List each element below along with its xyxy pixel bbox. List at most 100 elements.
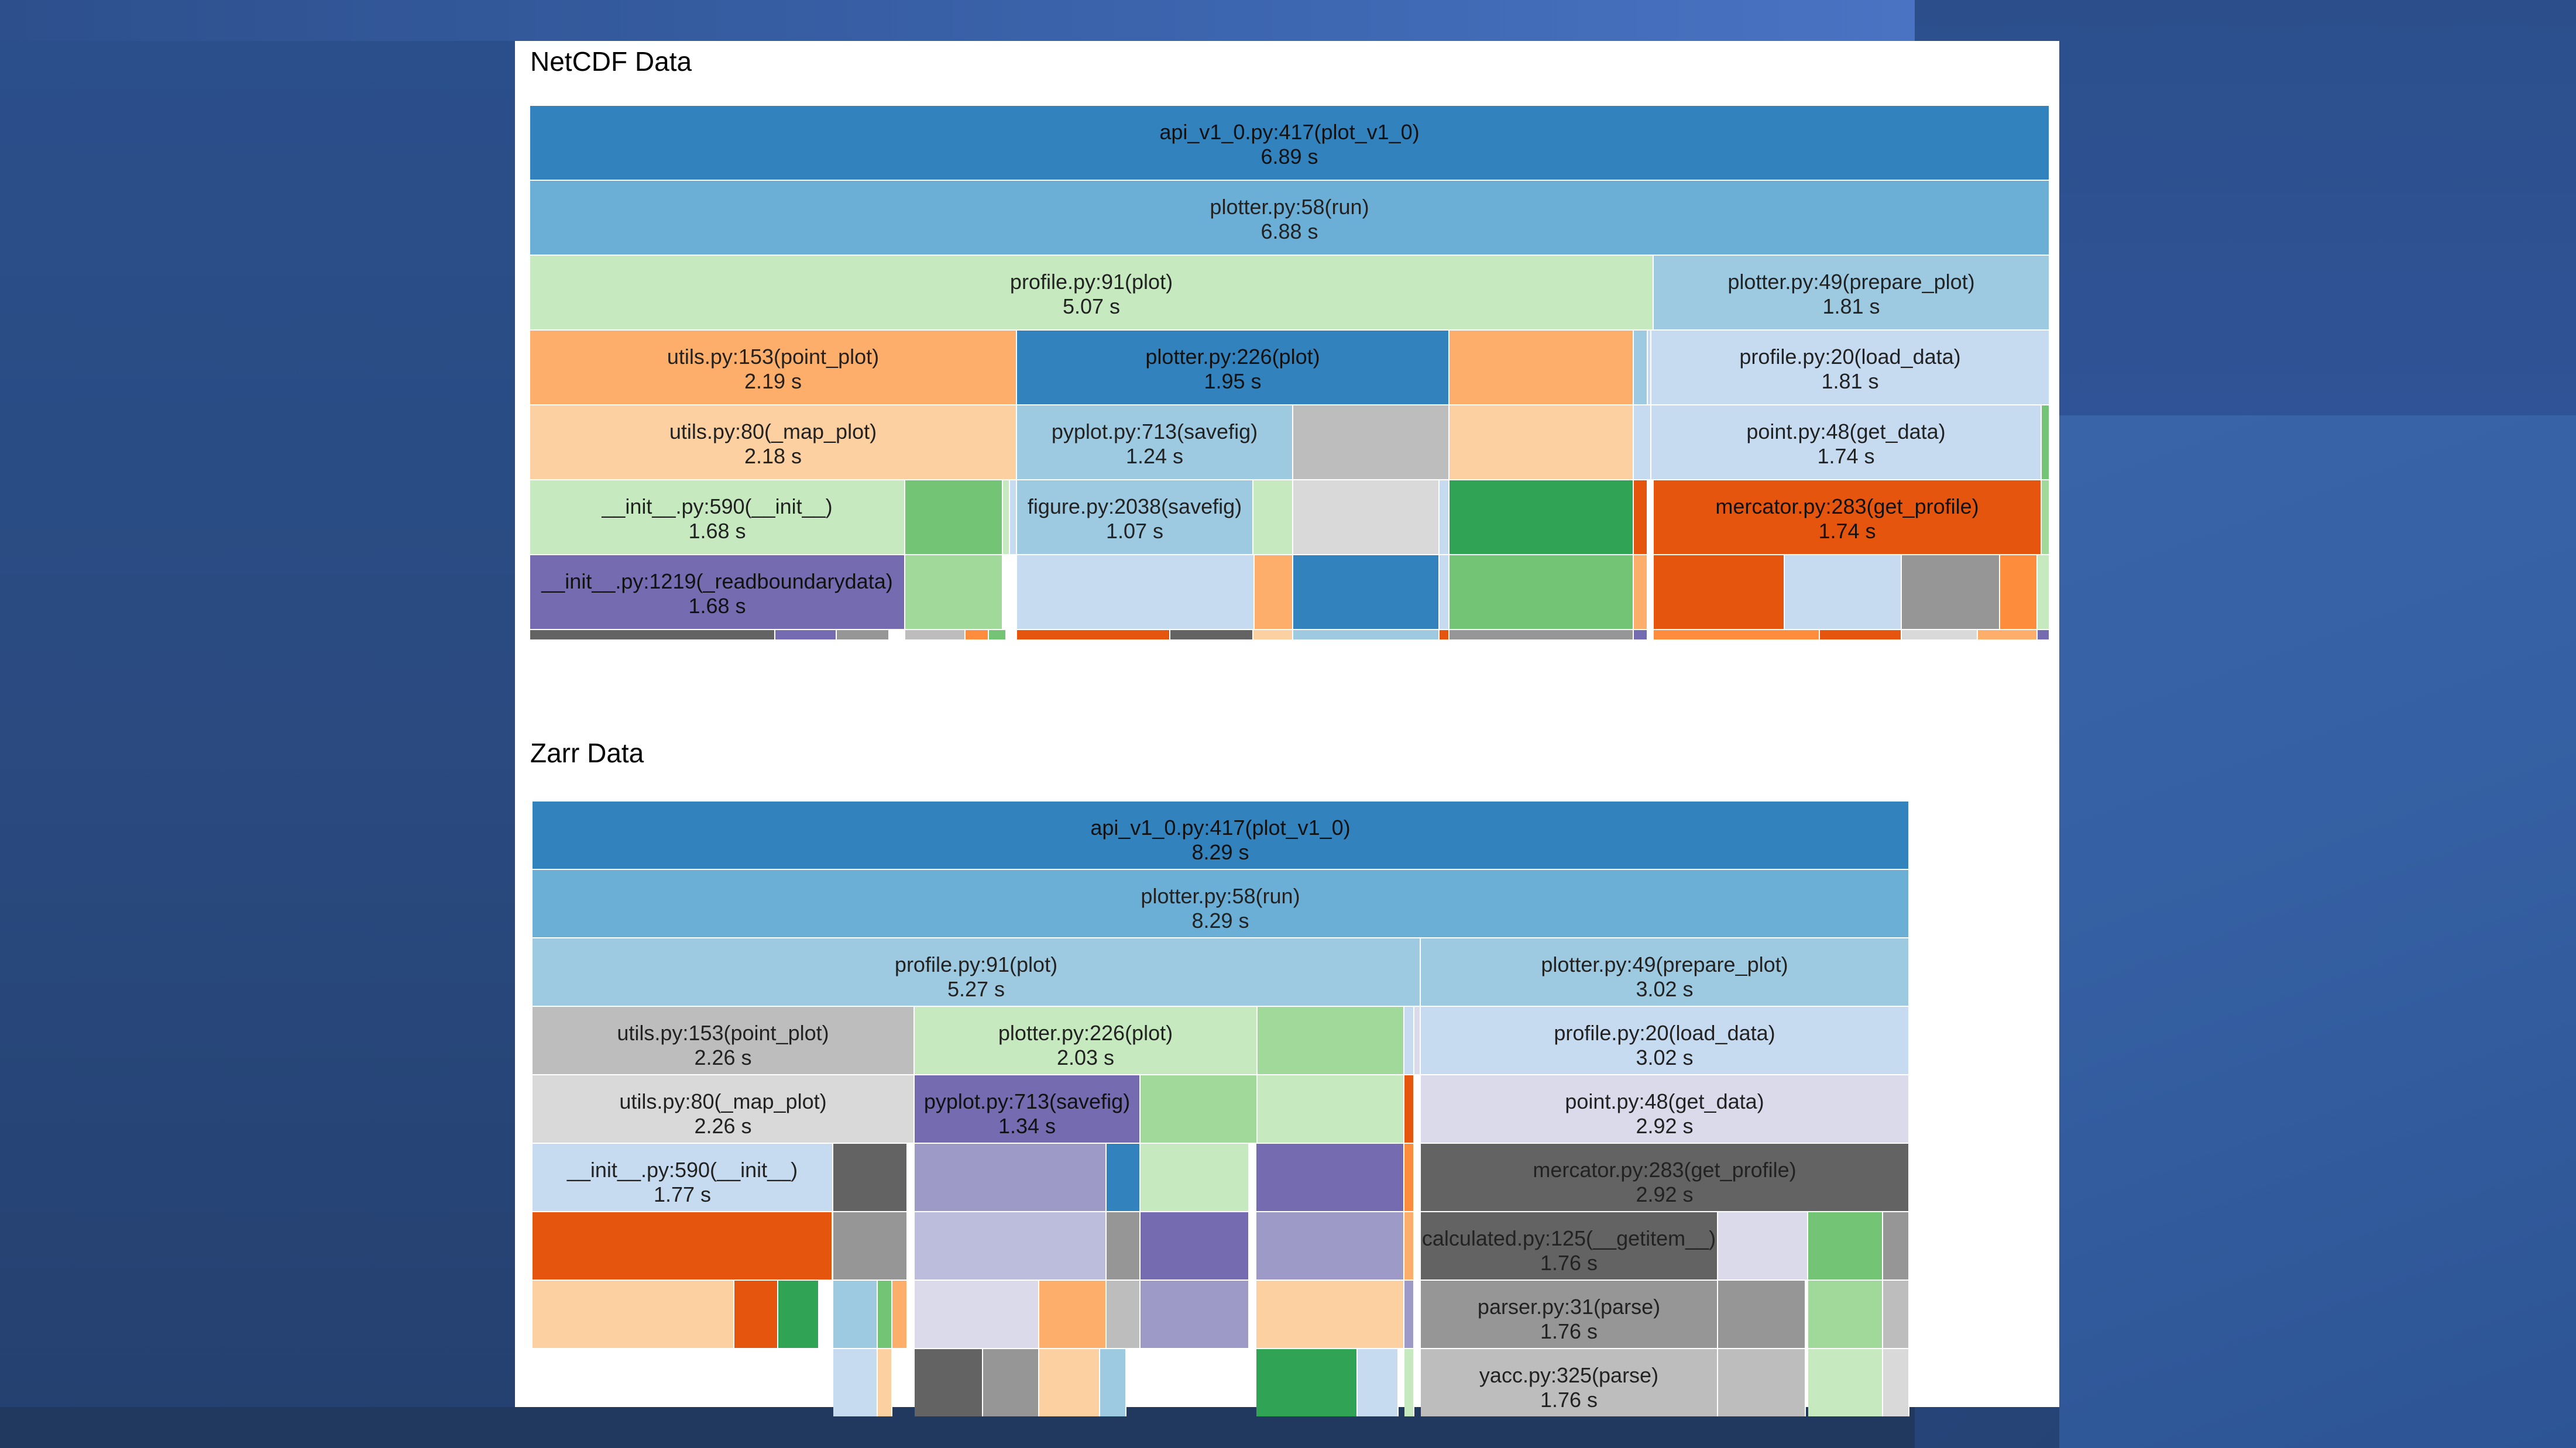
flame-frame[interactable]: calculated.py:125(__getitem__) 1.76 s (1421, 1212, 1718, 1280)
flame-frame-unlabeled[interactable] (878, 1281, 892, 1348)
flame-frame-deep-strip[interactable] (905, 630, 966, 639)
flame-frame-unlabeled[interactable] (1293, 480, 1440, 554)
flame-frame-unlabeled[interactable] (1634, 331, 1648, 404)
flame-frame-deep-strip[interactable] (1450, 630, 1634, 639)
flame-frame-unlabeled[interactable] (1404, 1212, 1414, 1280)
flame-frame-deep-strip[interactable] (775, 630, 837, 639)
flame-frame[interactable]: profile.py:91(plot) 5.07 s (530, 256, 1654, 329)
flame-frame-unlabeled[interactable] (1256, 1144, 1404, 1211)
flame-frame-unlabeled[interactable] (1634, 555, 1648, 629)
flame-frame-unlabeled[interactable] (1141, 1144, 1249, 1211)
flame-frame-unlabeled[interactable] (734, 1281, 778, 1348)
flame-frame-unlabeled[interactable] (892, 1281, 908, 1348)
flame-frame-unlabeled[interactable] (1404, 1007, 1414, 1074)
flame-frame[interactable]: figure.py:2038(savefig) 1.07 s (1017, 480, 1253, 554)
flame-frame-deep-strip[interactable] (1170, 630, 1253, 639)
flame-frame-unlabeled[interactable] (1718, 1212, 1808, 1280)
flame-frame[interactable]: profile.py:20(load_data) 1.81 s (1651, 331, 2050, 404)
flame-frame-unlabeled[interactable] (1255, 555, 1293, 629)
flame-frame[interactable]: profile.py:20(load_data) 3.02 s (1421, 1007, 1909, 1074)
flame-frame-unlabeled[interactable] (1404, 1281, 1414, 1348)
flame-frame-unlabeled[interactable] (1718, 1349, 1806, 1416)
flame-frame-unlabeled[interactable] (1010, 480, 1017, 554)
flame-frame-unlabeled[interactable] (1107, 1281, 1141, 1348)
flame-frame[interactable]: plotter.py:58(run) 6.88 s (530, 181, 2050, 254)
flame-frame-unlabeled[interactable] (1440, 555, 1450, 629)
flame-frame-unlabeled[interactable] (1253, 480, 1293, 554)
flame-frame-deep-strip[interactable] (989, 630, 1007, 639)
flame-frame-deep-strip[interactable] (1978, 630, 2038, 639)
flame-frame[interactable]: plotter.py:49(prepare_plot) 3.02 s (1421, 938, 1909, 1006)
flame-frame-unlabeled[interactable] (833, 1212, 908, 1280)
flame-frame-deep-strip[interactable] (1293, 630, 1440, 639)
flame-frame-deep-strip[interactable] (837, 630, 889, 639)
flame-frame-unlabeled[interactable] (1450, 555, 1634, 629)
flame-frame-unlabeled[interactable] (833, 1281, 878, 1348)
flame-frame-unlabeled[interactable] (1003, 480, 1010, 554)
flame-frame-deep-strip[interactable] (2038, 630, 2050, 639)
flame-frame-unlabeled[interactable] (778, 1281, 819, 1348)
flame-frame[interactable]: plotter.py:49(prepare_plot) 1.81 s (1654, 256, 2050, 329)
flame-frame-unlabeled[interactable] (1039, 1349, 1100, 1416)
flame-frame-deep-strip[interactable] (1634, 630, 1648, 639)
flame-frame[interactable]: pyplot.py:713(savefig) 1.24 s (1017, 405, 1293, 479)
flame-frame-unlabeled[interactable] (1107, 1144, 1141, 1211)
flame-frame-unlabeled[interactable] (533, 1212, 833, 1280)
flame-frame-deep-strip[interactable] (1017, 630, 1170, 639)
flame-frame-unlabeled[interactable] (1450, 405, 1634, 479)
flame-frame[interactable]: utils.py:153(point_plot) 2.26 s (533, 1007, 915, 1074)
flame-frame-unlabeled[interactable] (1039, 1281, 1107, 1348)
flame-frame[interactable]: utils.py:153(point_plot) 2.19 s (530, 331, 1017, 404)
flame-frame[interactable]: point.py:48(get_data) 1.74 s (1651, 405, 2042, 479)
flame-frame-unlabeled[interactable] (1141, 1281, 1249, 1348)
flame-frame-unlabeled[interactable] (1256, 1212, 1404, 1280)
flame-frame-deep-strip[interactable] (1820, 630, 1902, 639)
flame-frame-unlabeled[interactable] (983, 1349, 1039, 1416)
flame-frame-unlabeled[interactable] (1256, 1349, 1358, 1416)
flame-frame-unlabeled[interactable] (1256, 1281, 1404, 1348)
flame-frame[interactable]: api_v1_0.py:417(plot_v1_0) 6.89 s (530, 106, 2050, 180)
flame-frame-unlabeled[interactable] (1450, 480, 1634, 554)
flame-frame-unlabeled[interactable] (915, 1349, 983, 1416)
flame-frame-unlabeled[interactable] (1654, 555, 1785, 629)
flame-frame[interactable]: plotter.py:58(run) 8.29 s (533, 870, 1909, 937)
flame-frame[interactable]: mercator.py:283(get_profile) 2.92 s (1421, 1144, 1909, 1211)
flame-frame-unlabeled[interactable] (1883, 1281, 1909, 1348)
flame-frame-unlabeled[interactable] (1258, 1007, 1404, 1074)
flame-frame-deep-strip[interactable] (1654, 630, 1820, 639)
flame-frame-unlabeled[interactable] (1634, 480, 1648, 554)
flame-frame[interactable]: parser.py:31(parse) 1.76 s (1421, 1281, 1718, 1348)
flame-frame-unlabeled[interactable] (915, 1144, 1107, 1211)
flame-frame-unlabeled[interactable] (1414, 1007, 1421, 1074)
flame-frame[interactable]: __init__.py:590(__init__) 1.77 s (533, 1144, 833, 1211)
flame-frame-unlabeled[interactable] (1785, 555, 1902, 629)
flame-frame-unlabeled[interactable] (1883, 1349, 1909, 1416)
flame-frame-unlabeled[interactable] (833, 1144, 908, 1211)
flame-frame-unlabeled[interactable] (1440, 480, 1450, 554)
flame-frame-unlabeled[interactable] (1808, 1212, 1883, 1280)
flame-frame-unlabeled[interactable] (1258, 1075, 1404, 1143)
flame-frame[interactable]: __init__.py:1219(_readboundarydata) 1.68 … (530, 555, 905, 629)
flame-frame-unlabeled[interactable] (1718, 1281, 1806, 1348)
flame-frame[interactable]: utils.py:80(_map_plot) 2.26 s (533, 1075, 915, 1143)
flame-frame-unlabeled[interactable] (1358, 1349, 1399, 1416)
flame-frame-unlabeled[interactable] (2042, 405, 2050, 479)
flame-frame-unlabeled[interactable] (1648, 331, 1651, 404)
flame-frame-unlabeled[interactable] (1293, 405, 1450, 479)
flame-frame-unlabeled[interactable] (915, 1281, 1039, 1348)
flame-frame-deep-strip[interactable] (966, 630, 989, 639)
flame-frame[interactable]: __init__.py:590(__init__) 1.68 s (530, 480, 905, 554)
flame-frame[interactable]: plotter.py:226(plot) 2.03 s (915, 1007, 1258, 1074)
flame-frame-unlabeled[interactable] (1634, 405, 1651, 479)
flame-frame[interactable]: yacc.py:325(parse) 1.76 s (1421, 1349, 1718, 1416)
flame-frame-deep-strip[interactable] (1253, 630, 1293, 639)
flame-frame-unlabeled[interactable] (1404, 1144, 1414, 1211)
flame-frame-unlabeled[interactable] (1107, 1212, 1141, 1280)
flame-frame-unlabeled[interactable] (905, 555, 1003, 629)
flame-frame-unlabeled[interactable] (1902, 555, 2000, 629)
flame-frame-unlabeled[interactable] (2042, 480, 2050, 554)
flame-frame[interactable]: profile.py:91(plot) 5.27 s (533, 938, 1421, 1006)
flame-frame-unlabeled[interactable] (1017, 555, 1255, 629)
flame-frame-unlabeled[interactable] (905, 480, 1003, 554)
flame-frame-unlabeled[interactable] (1450, 331, 1634, 404)
